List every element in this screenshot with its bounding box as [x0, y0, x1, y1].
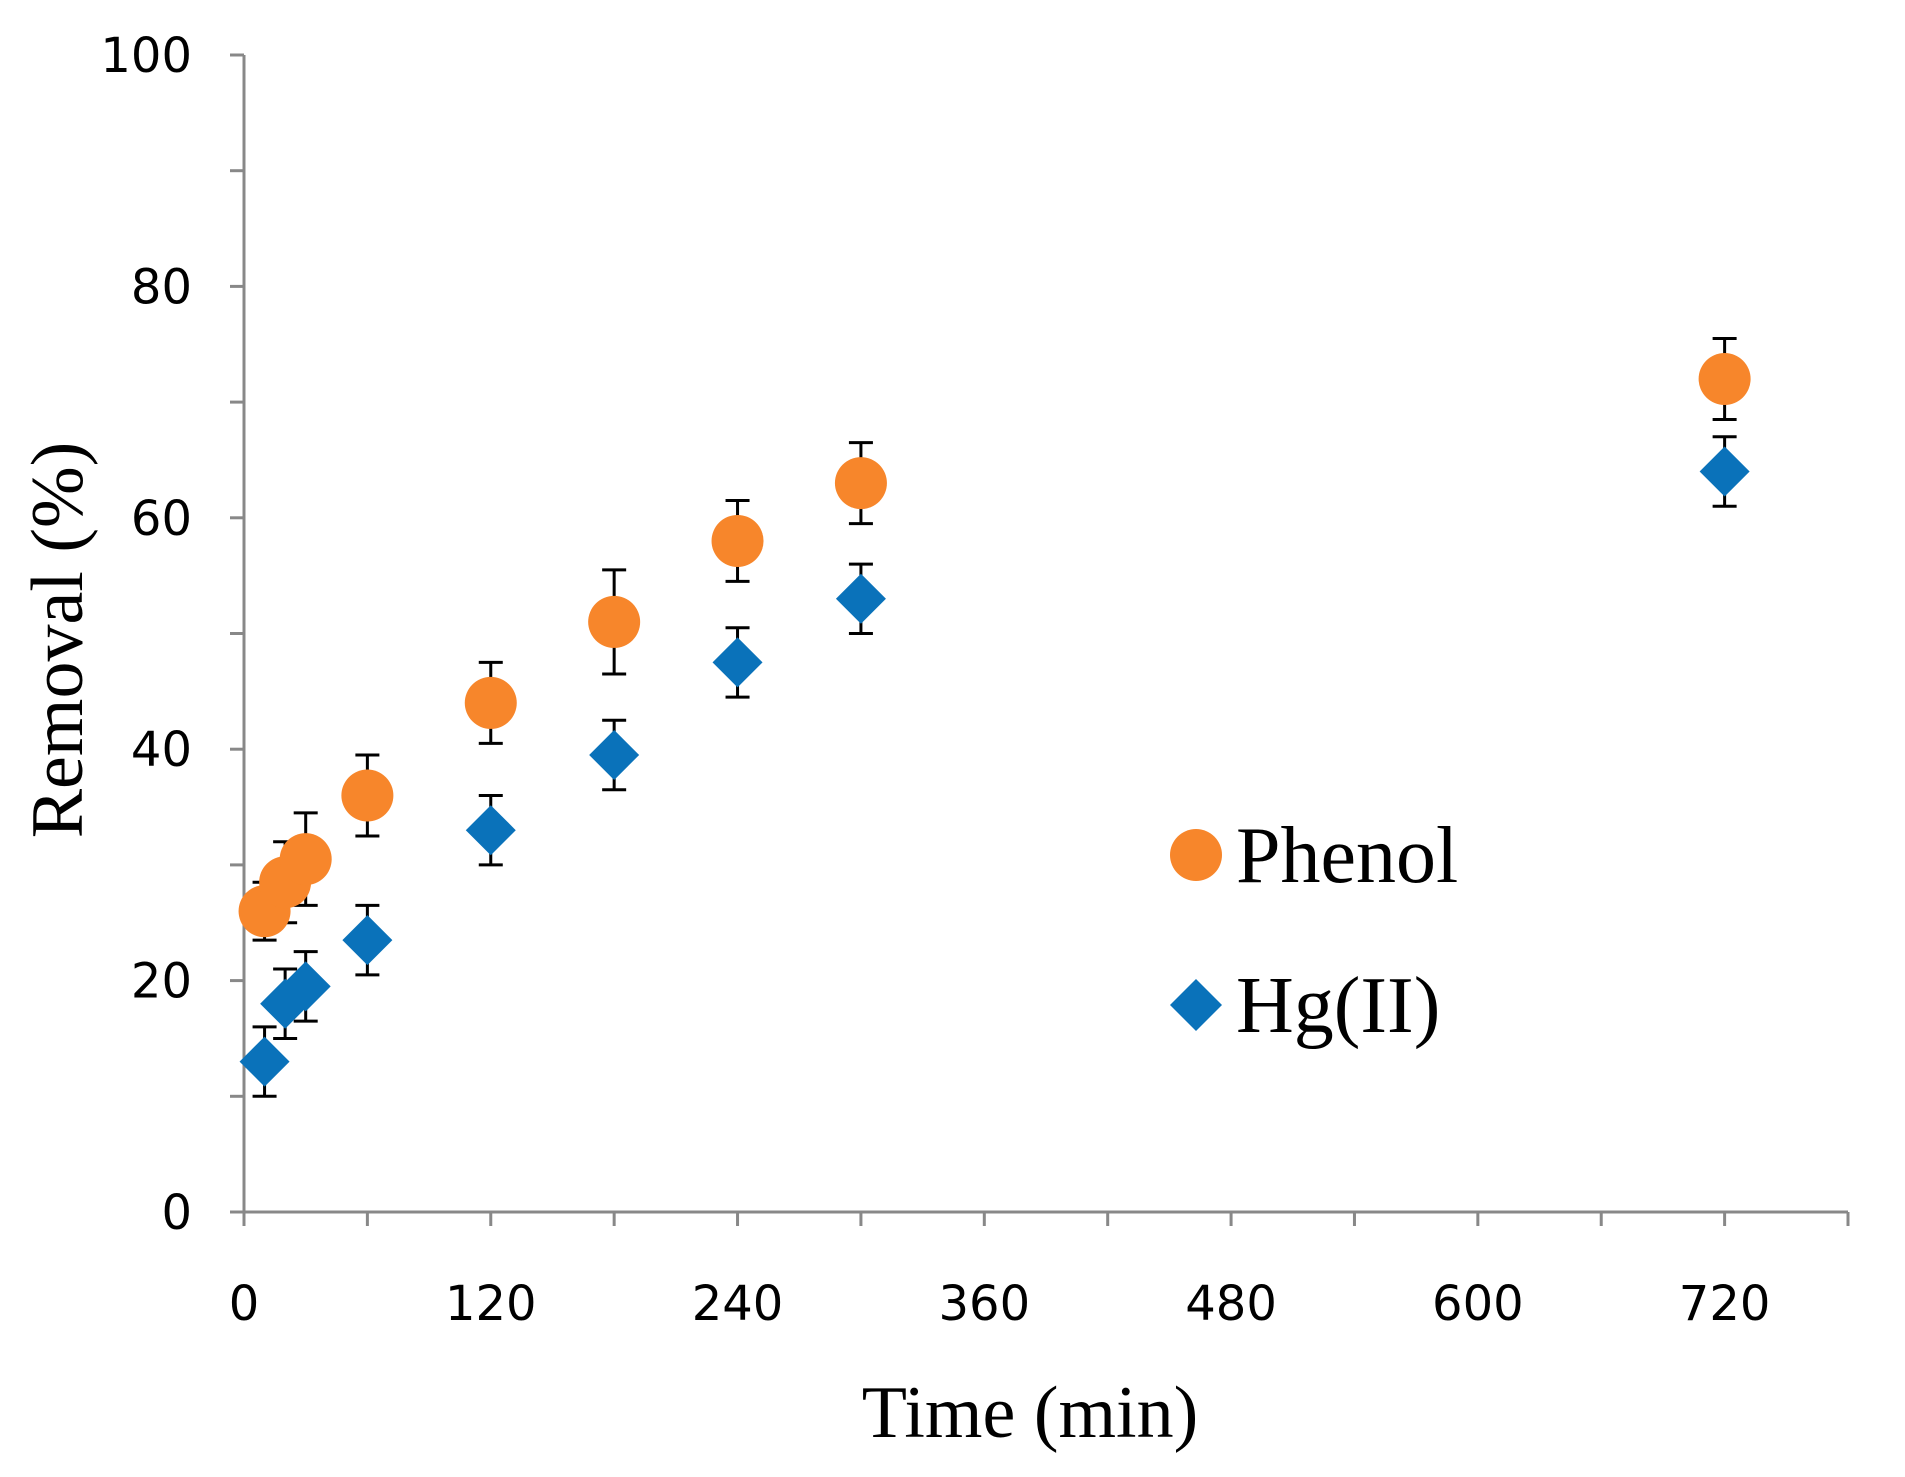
data-point-hgii [712, 637, 763, 688]
data-point-phenol [711, 514, 764, 567]
data-point-hgii [465, 805, 516, 856]
data-point-phenol [834, 457, 887, 510]
y-tick-label: 40 [131, 722, 192, 778]
legend-hg-marker [1170, 979, 1222, 1031]
x-tick-label: 0 [229, 1276, 260, 1332]
data-point-phenol [279, 833, 332, 886]
data-points [238, 352, 1751, 1087]
data-point-hgii [342, 915, 393, 966]
x-tick-label: 480 [1185, 1276, 1277, 1332]
y-tick-label: 60 [131, 491, 192, 547]
y-axis-title: Removal (%) [17, 442, 99, 839]
y-ticks: 0 20 40 60 80 100 [100, 28, 244, 1241]
data-point-hgii [280, 961, 331, 1012]
data-point-hgii [589, 729, 640, 780]
legend: Phenol Hg(II) [1170, 812, 1458, 1050]
data-point-phenol [341, 769, 394, 822]
x-axis-title: Time (min) [862, 1372, 1198, 1454]
data-point-phenol [1698, 352, 1751, 405]
y-tick-label: 0 [161, 1185, 192, 1241]
x-tick-label: 360 [938, 1276, 1030, 1332]
y-tick-label: 100 [100, 28, 192, 84]
y-tick-label: 20 [131, 954, 192, 1010]
x-tick-label: 720 [1679, 1276, 1771, 1332]
x-ticks: 0 120 240 360 480 600 720 [229, 1212, 1850, 1332]
data-point-phenol [464, 676, 517, 729]
legend-phenol-marker [1170, 829, 1222, 881]
x-tick-label: 600 [1432, 1276, 1524, 1332]
data-point-hgii [1699, 446, 1750, 497]
x-tick-label: 120 [445, 1276, 537, 1332]
y-tick-label: 80 [131, 259, 192, 315]
axes [242, 55, 1848, 1214]
legend-phenol-label: Phenol [1236, 812, 1458, 900]
data-point-phenol [588, 595, 641, 648]
data-point-hgii [835, 573, 886, 624]
legend-hg-label: Hg(II) [1236, 962, 1440, 1050]
x-tick-label: 240 [692, 1276, 784, 1332]
data-point-hgii [239, 1036, 290, 1087]
